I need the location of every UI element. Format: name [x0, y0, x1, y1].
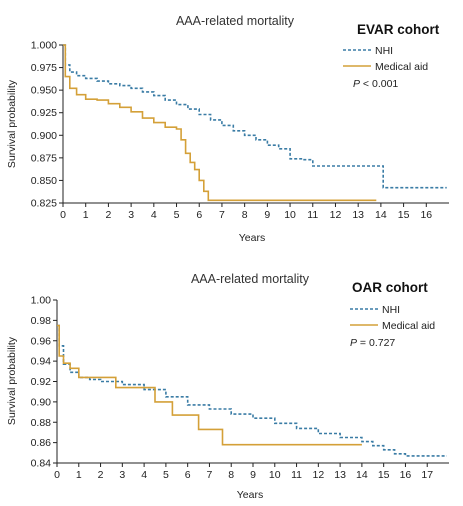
- oar-x-tick-label: 8: [228, 469, 234, 481]
- evar-x-tick-label: 0: [60, 209, 66, 221]
- evar-y-tick-label: 0.875: [31, 152, 57, 164]
- evar-y-tick-label: 0.900: [31, 130, 57, 142]
- evar-legend-medical-aid-label: Medical aid: [375, 61, 428, 73]
- evar-p-value: P < 0.001: [353, 78, 398, 90]
- oar-p-value: P = 0.727: [350, 337, 395, 349]
- oar-chart-panel: AAA-related mortality OAR cohort 0.840.8…: [6, 272, 449, 501]
- oar-x-tick-label: 14: [356, 469, 368, 481]
- oar-y-ticks: 0.84 0.86 0.88 0.90 0.92 0.94 0.96 0.98 1.00: [31, 295, 57, 470]
- oar-y-tick-label: 0.86: [31, 437, 52, 449]
- oar-x-tick-label: 9: [250, 469, 256, 481]
- evar-series-nhi-line: [63, 44, 447, 189]
- evar-cohort-label: EVAR cohort: [357, 22, 440, 37]
- oar-y-tick-label: 0.96: [31, 335, 52, 347]
- oar-x-tick-label: 3: [119, 469, 125, 481]
- oar-x-tick-label: 10: [269, 469, 281, 481]
- oar-y-tick-label: 0.92: [31, 376, 52, 388]
- evar-x-tick-label: 8: [242, 209, 248, 221]
- oar-legend: NHI Medical aid P = 0.727: [350, 304, 435, 349]
- oar-x-tick-label: 5: [163, 469, 169, 481]
- oar-x-tick-label: 7: [207, 469, 213, 481]
- evar-y-tick-label: 0.925: [31, 107, 57, 119]
- evar-x-tick-label: 5: [174, 209, 180, 221]
- evar-y-tick-label: 0.975: [31, 62, 57, 74]
- evar-legend: NHI Medical aid P < 0.001: [343, 45, 428, 90]
- oar-cohort-label: OAR cohort: [352, 280, 428, 295]
- oar-y-tick-label: 1.00: [31, 295, 52, 307]
- evar-x-tick-label: 9: [264, 209, 270, 221]
- evar-y-tick-label: 1.000: [31, 40, 57, 52]
- oar-x-tick-label: 0: [54, 469, 60, 481]
- oar-p-prefix: P: [350, 337, 357, 349]
- oar-series-lines: [57, 324, 447, 457]
- evar-y-ticks: 0.825 0.850 0.875 0.900 0.925 0.950 0.975 1.000: [31, 40, 63, 210]
- evar-p-value-text: < 0.001: [360, 78, 398, 90]
- oar-x-tick-label: 17: [421, 469, 433, 481]
- oar-y-tick-label: 0.88: [31, 417, 52, 429]
- evar-x-tick-label: 11: [307, 209, 318, 221]
- evar-x-tick-label: 1: [83, 209, 89, 221]
- oar-legend-nhi-label: NHI: [382, 304, 400, 316]
- evar-x-tick-label: 6: [196, 209, 202, 221]
- evar-x-tick-label: 4: [151, 209, 157, 221]
- oar-x-ticks: 0 1 2 3 4 5 6 7 8 9 10 11 12 13 14 15 16 17: [54, 463, 433, 481]
- evar-y-axis-label: Survival probability: [6, 79, 18, 168]
- evar-series-medical-aid-line: [63, 44, 377, 202]
- evar-y-tick-label: 0.950: [31, 85, 57, 97]
- evar-x-tick-label: 13: [352, 209, 364, 221]
- evar-x-tick-label: 16: [420, 209, 432, 221]
- oar-x-tick-label: 4: [141, 469, 147, 481]
- evar-x-tick-label: 12: [330, 209, 342, 221]
- evar-y-tick-label: 0.850: [31, 175, 57, 187]
- oar-x-tick-label: 1: [76, 469, 82, 481]
- evar-x-tick-label: 14: [375, 209, 387, 221]
- evar-x-ticks: 0 1 2 3 4 5 6 7 8 9 10 11 12 13 14 15 16: [60, 203, 432, 221]
- oar-y-tick-label: 0.98: [31, 315, 52, 327]
- oar-x-tick-label: 16: [400, 469, 412, 481]
- oar-x-tick-label: 13: [334, 469, 346, 481]
- oar-legend-medical-aid-label: Medical aid: [382, 320, 435, 332]
- evar-legend-nhi-label: NHI: [375, 45, 393, 57]
- evar-chart-panel: AAA-related mortality EVAR cohort 0.8250…: [6, 14, 449, 244]
- oar-series-medical-aid-line: [57, 324, 362, 446]
- oar-x-tick-label: 11: [291, 469, 302, 481]
- oar-chart-title: AAA-related mortality: [191, 272, 310, 286]
- evar-x-tick-label: 7: [219, 209, 225, 221]
- oar-x-tick-label: 6: [185, 469, 191, 481]
- evar-chart-title: AAA-related mortality: [176, 14, 295, 28]
- oar-p-value-text: = 0.727: [357, 337, 395, 349]
- oar-y-tick-label: 0.84: [31, 458, 52, 470]
- oar-x-axis-label: Years: [237, 489, 263, 501]
- oar-y-tick-label: 0.90: [31, 396, 52, 408]
- evar-p-prefix: P: [353, 78, 360, 90]
- evar-series-lines: [63, 44, 447, 202]
- oar-y-tick-label: 0.94: [31, 356, 52, 368]
- oar-x-tick-label: 12: [312, 469, 324, 481]
- evar-x-tick-label: 2: [105, 209, 111, 221]
- evar-x-tick-label: 3: [128, 209, 134, 221]
- oar-y-axis-label: Survival probability: [6, 336, 18, 425]
- oar-x-tick-label: 2: [98, 469, 104, 481]
- evar-y-tick-label: 0.825: [31, 198, 57, 210]
- evar-x-axis-label: Years: [239, 232, 265, 244]
- oar-x-tick-label: 15: [378, 469, 390, 481]
- evar-x-tick-label: 15: [398, 209, 410, 221]
- evar-x-tick-label: 10: [284, 209, 296, 221]
